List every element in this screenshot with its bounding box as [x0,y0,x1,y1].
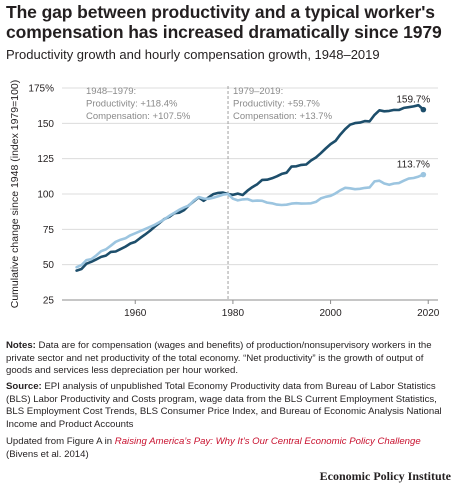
y-axis-label: Cumulative change since 1948 (index 1979… [9,80,21,309]
notes-block: Notes: Data are for compensation (wages … [6,340,451,378]
chart-subtitle: Productivity growth and hourly compensat… [6,47,380,62]
series-lines: 159.7% 113.7% [75,95,430,272]
compensation-end-label: 113.7% [397,160,430,171]
y-tick-label: 25 [43,296,55,307]
compensation-line [75,173,425,269]
annotation-text: Productivity: +118.4% [86,99,178,110]
productivity-end-label: 159.7% [396,95,430,106]
gridlines [62,87,438,301]
notes-label: Notes: [6,340,36,351]
axes: 25 50 75 100 125 150 175% 1960 1980 2000 2020 [28,84,439,320]
updated-prefix: Updated from Figure A in [6,436,115,447]
notes-text: Data are for compensation (wages and ben… [6,340,432,376]
source-label: Source: [6,381,42,392]
annotation-text: Compensation: +107.5% [86,111,191,122]
source-text: EPI analysis of unpublished Total Econom… [6,381,442,430]
annotation-text: Productivity: +59.7% [233,99,320,110]
productivity-endpoint [420,106,427,113]
updated-block: Updated from Figure A in Raising America… [6,436,451,461]
annotation-text: Compensation: +13.7% [233,111,333,122]
source-block: Source: EPI analysis of unpublished Tota… [6,381,451,431]
x-tick-label: 1980 [222,308,245,319]
productivity-line [75,103,425,272]
annotation-text: 1979–2019: [233,86,283,97]
chart-title: The gap between productivity and a typic… [6,2,442,42]
y-tick-label: 150 [37,119,54,130]
y-tick-label: 175% [28,84,54,95]
y-tick-label: 125 [37,154,54,165]
x-tick-label: 1960 [124,308,147,319]
updated-suffix: (Bivens et al. 2014) [6,448,89,460]
compensation-endpoint [420,171,427,178]
annotations: 1948–1979:Productivity: +118.4%Compensat… [86,86,333,300]
y-tick-label: 75 [43,225,55,236]
y-tick-label: 50 [43,260,55,271]
annotation-text: 1948–1979: [86,86,136,97]
epi-logo: Economic Policy Institute [319,469,451,483]
x-tick-label: 2000 [319,308,342,319]
report-link[interactable]: Raising America’s Pay: Why It’s Our Cent… [114,436,421,447]
x-tick-label: 2020 [417,308,440,319]
y-tick-label: 100 [37,190,54,201]
line-chart: 25 50 75 100 125 150 175% 1960 1980 2000 2020 1948… [9,80,440,320]
